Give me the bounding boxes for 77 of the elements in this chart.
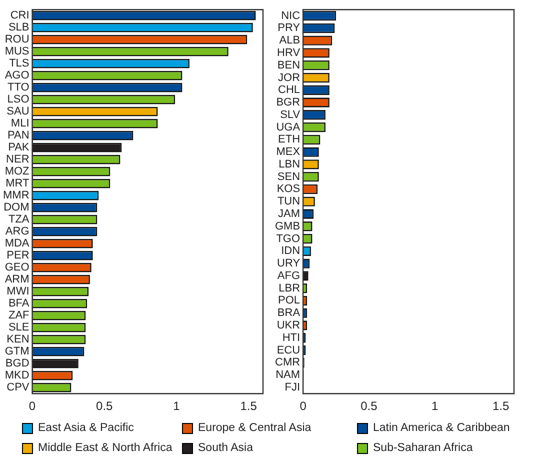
y-tick-label: HTI [282,332,300,344]
legend-label: Europe & Central Asia [198,422,312,434]
y-tick-label: ECU [276,344,300,356]
y-tick-label: MWI [6,286,30,298]
y-tick-label: CMR [274,356,300,369]
y-tick-label: ARM [4,274,30,286]
y-tick-label: FJI [284,381,300,394]
y-tick-label: ALB [279,34,300,47]
y-tick-label: ETH [278,134,300,146]
x-tick-label: 1 [173,399,180,414]
y-tick-label: NAM [276,369,300,382]
y-tick-label: SAU [6,106,30,118]
y-tick-label: CRI [10,10,30,22]
y-tick-label: UGA [276,121,301,134]
y-tick-label: HRV [277,46,301,59]
x-tick-label: 1.5 [240,399,258,414]
y-tick-label: MKD [4,370,30,382]
y-tick-label: KEN [6,334,30,346]
y-tick-label: PAN [7,130,30,142]
y-tick-label: BEN [277,59,300,72]
y-tick-label: MDA [4,238,30,250]
y-tick-label: BFA [8,298,30,310]
y-tick-label: POL [278,294,300,307]
y-tick-label: UKR [276,320,300,332]
y-tick-label: SLE [8,322,30,334]
y-tick-label: MMR [2,190,30,202]
legend-label: Sub-Saharan Africa [373,442,473,454]
y-tick-label: NIC [281,10,300,22]
y-tick-label: AGO [4,70,30,82]
legend-label: East Asia & Pacific [38,422,134,434]
y-tick-label: PAK [8,142,30,154]
x-tick-label: 1 [432,399,439,414]
y-tick-label: LBN [278,158,300,170]
y-tick-label: ZAF [8,310,30,322]
y-tick-label: MRT [6,178,30,190]
y-tick-label: BRA [277,307,301,320]
y-tick-label: CPV [6,382,30,394]
y-tick-label: TGO [276,232,300,245]
y-tick-label: TTO [7,82,30,94]
y-tick-label: URY [277,258,301,270]
y-tick-label: SLV [280,108,301,121]
y-tick-label: LSO [7,94,30,106]
y-tick-label: BGR [276,96,300,109]
y-tick-label: SLB [8,22,30,34]
y-tick-label: DOM [4,202,30,214]
y-tick-label: JOR [278,72,300,84]
y-tick-label: TUN [277,196,300,208]
legend-label: Latin America & Caribbean [373,422,510,434]
x-tick-label: 1.5 [492,399,510,414]
y-tick-label: BGD [5,358,30,370]
y-tick-label: ARG [5,226,30,238]
y-tick-label: PRY [278,22,301,34]
y-tick-label: PER [6,250,30,262]
x-tick-label: 0.5 [96,399,114,414]
y-tick-label: KOS [276,183,300,196]
y-tick-label: NER [6,154,30,166]
y-tick-label: TLS [9,58,30,70]
y-tick-label: TZA [8,214,30,226]
y-tick-label: LBR [278,282,300,294]
legend-label: Middle East & North Africa [38,442,172,454]
y-tick-label: MUS [4,46,30,58]
y-tick-label: GEO [4,262,30,274]
y-tick-label: JAM [278,208,300,220]
y-tick-label: MLI [10,118,30,130]
y-tick-label: MEX [276,146,301,158]
y-tick-label: GMB [274,220,300,232]
y-tick-label: IDN [281,245,300,258]
legend-label: South Asia [198,442,253,454]
y-tick-label: GTM [4,346,30,358]
y-tick-label: CHL [278,84,300,96]
y-tick-label: ROU [4,34,30,46]
x-tick-label: 0 [28,399,36,414]
x-tick-label: 0 [300,399,307,414]
x-tick-label: 0.5 [360,399,378,414]
y-tick-label: SEN [277,170,300,183]
y-tick-label: MOZ [4,166,30,178]
y-tick-label: AFG [277,270,300,282]
